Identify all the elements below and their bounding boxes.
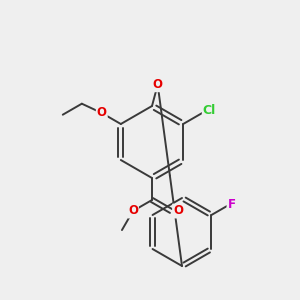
Text: Cl: Cl xyxy=(203,103,216,116)
Text: F: F xyxy=(227,197,236,211)
Text: O: O xyxy=(128,205,138,218)
Text: O: O xyxy=(153,78,163,91)
Text: O: O xyxy=(97,106,107,119)
Text: O: O xyxy=(173,205,183,218)
